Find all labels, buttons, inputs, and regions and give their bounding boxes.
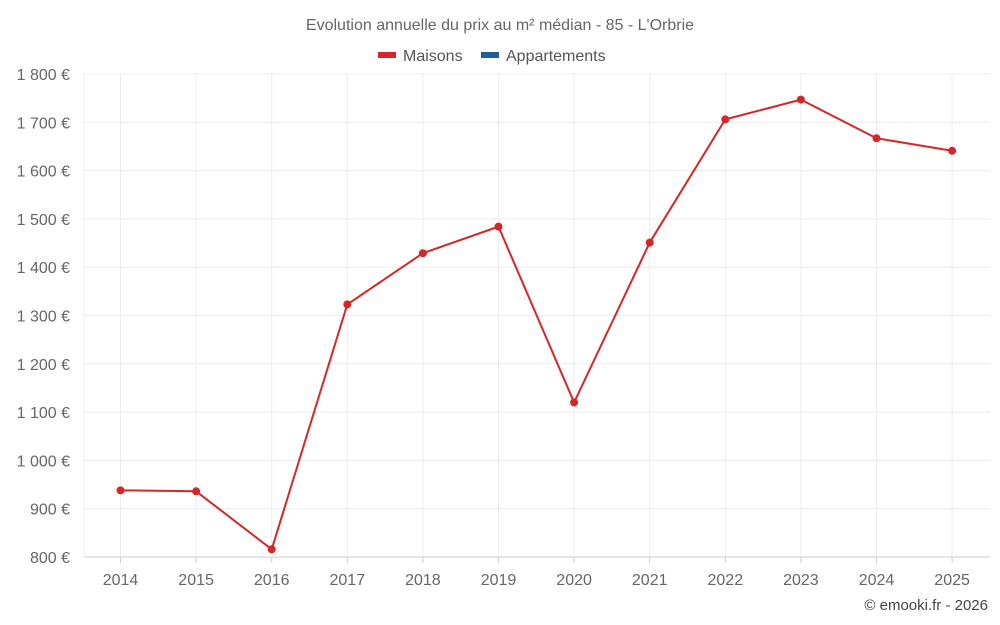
x-tick-label: 2020 (556, 572, 592, 589)
x-tick-label: 2025 (934, 572, 970, 589)
y-tick-label: 1 600 € (17, 164, 70, 181)
data-point[interactable] (645, 238, 654, 247)
y-tick-label: 900 € (30, 502, 70, 519)
y-tick-label: 1 000 € (17, 453, 70, 470)
data-point[interactable] (796, 95, 805, 104)
credit-text: © emooki.fr - 2026 (864, 597, 988, 614)
data-point[interactable] (721, 115, 730, 124)
x-tick-label: 2021 (632, 572, 668, 589)
series-line-maisons (120, 98, 953, 551)
chart-title: Evolution annuelle du prix au m² médian … (306, 17, 694, 34)
x-tick-label: 2019 (481, 572, 517, 589)
x-tick-label: 2017 (330, 572, 366, 589)
data-point[interactable] (267, 545, 276, 554)
y-tick-label: 1 300 € (17, 309, 70, 326)
x-tick-label: 2024 (859, 572, 895, 589)
data-point[interactable] (570, 398, 579, 407)
x-tick-label: 2016 (254, 572, 290, 589)
x-tick-label: 2014 (103, 572, 139, 589)
y-tick-label: 800 € (30, 550, 70, 567)
x-tick-label: 2023 (783, 572, 819, 589)
x-axis: 2014 2015 2016 2017 2018 2019 2020 2021 2022 2023… (103, 557, 970, 589)
x-tick-label: 2018 (405, 572, 441, 589)
legend-label-maisons: Maisons (403, 48, 463, 65)
data-point[interactable] (116, 486, 125, 495)
data-point[interactable] (872, 134, 881, 143)
legend-swatch-appartements (481, 52, 499, 58)
x-tick-label: 2022 (708, 572, 744, 589)
grid (83, 73, 990, 558)
y-tick-label: 1 100 € (17, 405, 70, 422)
data-point[interactable] (418, 249, 427, 258)
y-tick-label: 1 200 € (17, 357, 70, 374)
data-point[interactable] (343, 300, 352, 309)
data-point[interactable] (192, 487, 201, 496)
y-tick-label: 1 400 € (17, 260, 70, 277)
y-tick-label: 1 800 € (17, 67, 70, 84)
y-tick-label: 1 700 € (17, 115, 70, 132)
data-point[interactable] (494, 222, 503, 231)
x-tick-label: 2015 (178, 572, 214, 589)
series-maisons (116, 95, 957, 554)
y-axis: 800 € 900 € 1 000 € 1 100 € 1 200 € 1 300 € 1 … (17, 67, 70, 567)
legend: Maisons Appartements (378, 48, 606, 65)
data-point[interactable] (948, 146, 957, 155)
legend-swatch-maisons (378, 52, 396, 58)
legend-item-appartements[interactable]: Appartements (481, 48, 606, 65)
y-tick-label: 1 500 € (17, 212, 70, 229)
legend-label-appartements: Appartements (506, 48, 606, 65)
legend-item-maisons[interactable]: Maisons (378, 48, 463, 65)
